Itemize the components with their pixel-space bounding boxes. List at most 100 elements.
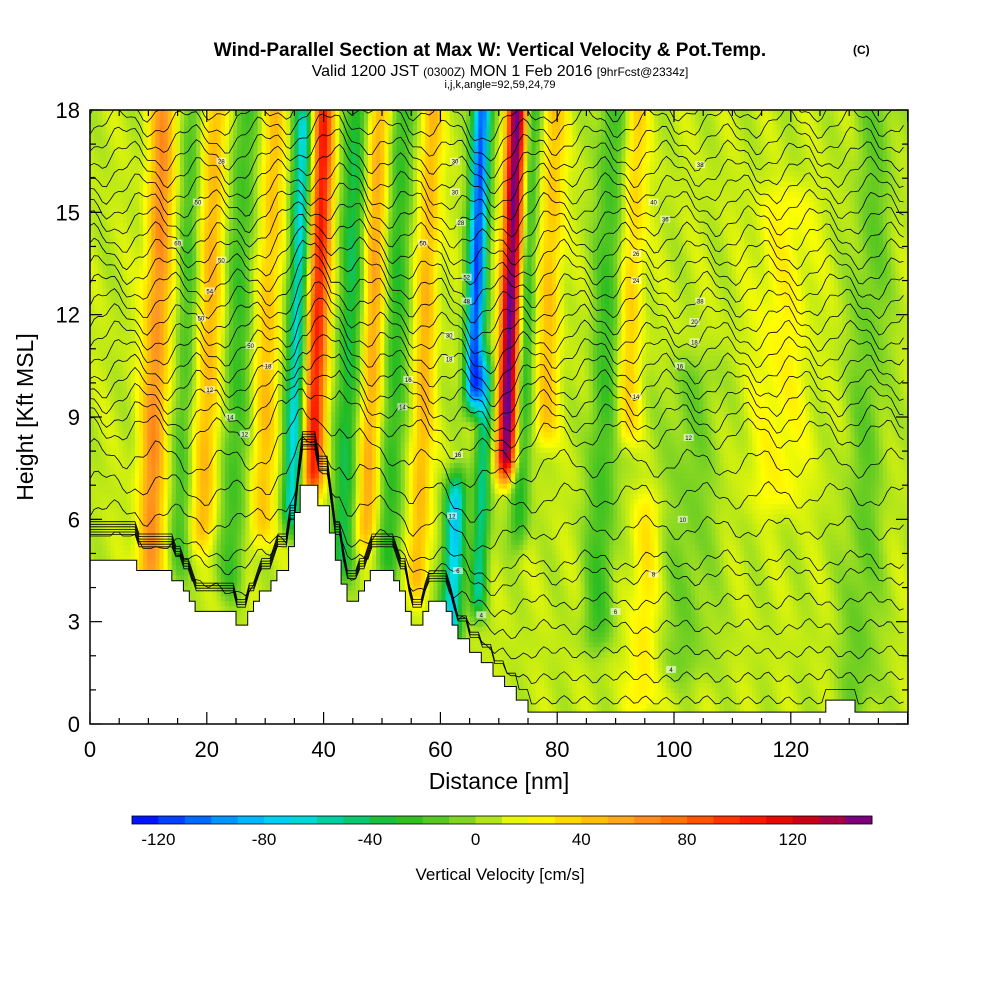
velocity-cell	[106, 411, 112, 418]
velocity-cell	[147, 483, 152, 490]
velocity-cell	[155, 519, 161, 526]
velocity-cell	[102, 207, 107, 213]
velocity-cell	[171, 437, 177, 444]
velocity-cell	[175, 473, 181, 479]
velocity-cell	[237, 560, 242, 566]
velocity-cell	[220, 550, 226, 556]
velocity-cell	[220, 207, 226, 213]
velocity-cell	[208, 319, 214, 331]
velocity-cell	[114, 217, 120, 224]
velocity-cell	[233, 186, 238, 198]
velocity-cell	[216, 565, 222, 572]
velocity-cell	[179, 488, 185, 495]
velocity-cell	[151, 212, 157, 219]
velocity-cell	[163, 258, 169, 265]
velocity-cell	[220, 191, 226, 198]
velocity-cell	[134, 110, 140, 116]
velocity-cell	[114, 207, 120, 213]
velocity-cell	[143, 176, 148, 183]
velocity-cell	[102, 324, 107, 331]
velocity-cell	[241, 381, 246, 387]
velocity-cell	[175, 340, 181, 346]
velocity-cell	[216, 222, 222, 229]
velocity-cell	[265, 376, 271, 382]
velocity-cell	[159, 237, 165, 244]
velocity-cell	[118, 125, 124, 132]
velocity-cell	[171, 110, 177, 116]
velocity-cell	[151, 263, 157, 270]
velocity-cell	[220, 406, 226, 413]
velocity-cell	[110, 524, 116, 531]
velocity-cell	[241, 601, 246, 607]
velocity-cell	[237, 616, 242, 623]
velocity-cell	[184, 570, 189, 577]
velocity-cell	[98, 140, 103, 147]
velocity-cell	[212, 350, 218, 362]
velocity-cell	[237, 140, 242, 147]
velocity-cell	[94, 248, 99, 254]
velocity-cell	[220, 565, 226, 572]
velocity-cell	[253, 488, 259, 495]
velocity-cell	[110, 181, 116, 188]
velocity-cell	[139, 237, 144, 244]
velocity-cell	[184, 447, 189, 454]
velocity-cell	[106, 253, 112, 259]
velocity-cell	[192, 304, 197, 311]
velocity-cell	[167, 539, 173, 546]
velocity-cell	[237, 498, 242, 505]
velocity-cell	[224, 555, 230, 561]
velocity-cell	[237, 539, 242, 546]
velocity-cell	[188, 519, 193, 526]
velocity-cell	[241, 171, 246, 178]
velocity-cell	[196, 601, 201, 607]
velocity-cell	[237, 283, 242, 295]
velocity-cell	[269, 529, 275, 536]
velocity-cell	[257, 130, 263, 137]
velocity-cell	[237, 376, 242, 382]
velocity-cell	[261, 181, 267, 188]
velocity-cell	[241, 529, 246, 536]
velocity-cell	[261, 278, 267, 285]
velocity-cell	[147, 457, 152, 464]
velocity-cell	[114, 278, 120, 285]
velocity-cell	[94, 432, 99, 439]
velocity-cell	[184, 427, 189, 433]
velocity-cell	[192, 560, 197, 566]
velocity-cell	[130, 365, 136, 372]
velocity-cell	[192, 156, 197, 162]
velocity-cell	[110, 135, 116, 142]
velocity-cell	[143, 181, 148, 188]
velocity-cell	[118, 191, 124, 198]
velocity-cell	[184, 401, 189, 408]
velocity-cell	[208, 391, 214, 398]
velocity-cell	[143, 514, 148, 520]
velocity-cell	[94, 539, 99, 546]
velocity-cell	[130, 411, 136, 418]
velocity-cell	[220, 544, 226, 551]
velocity-cell	[253, 130, 259, 137]
velocity-cell	[122, 314, 128, 321]
velocity-cell	[106, 457, 112, 464]
velocity-cell	[155, 324, 161, 331]
velocity-cell	[159, 324, 165, 331]
velocity-cell	[212, 176, 218, 183]
velocity-cell	[192, 217, 197, 224]
velocity-cell	[147, 110, 152, 116]
velocity-cell	[196, 560, 201, 566]
velocity-cell	[134, 350, 140, 357]
velocity-cell	[122, 202, 128, 208]
velocity-cell	[110, 202, 116, 208]
velocity-cell	[224, 447, 230, 454]
velocity-cell	[118, 161, 124, 167]
velocity-cell	[90, 248, 95, 254]
velocity-cell	[216, 294, 222, 300]
velocity-cell	[151, 289, 157, 295]
velocity-cell	[126, 115, 132, 121]
velocity-cell	[261, 370, 267, 377]
velocity-cell	[184, 386, 189, 393]
velocity-cell	[233, 130, 238, 137]
valid-date: MON 1 Feb 2016	[470, 63, 593, 80]
velocity-cell	[188, 544, 193, 551]
velocity-cell	[98, 330, 103, 336]
velocity-cell	[261, 156, 267, 162]
